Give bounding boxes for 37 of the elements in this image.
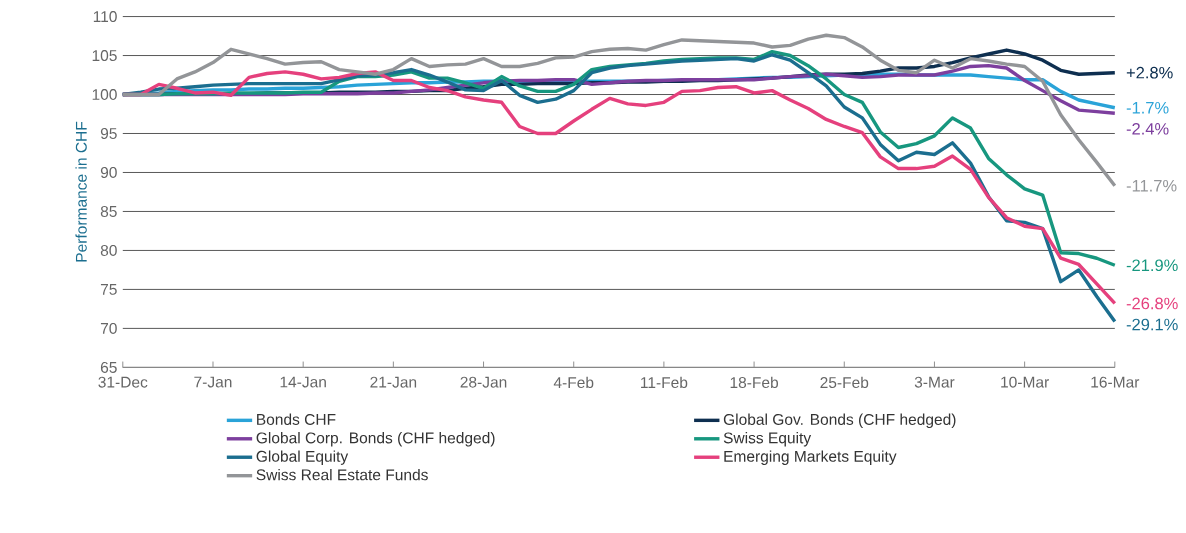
y-tick-label: 105 [92, 50, 117, 62]
y-tick-label: 85 [100, 205, 117, 217]
text: -21.9% [1126, 259, 1178, 272]
x-tick-label: 3-Mar [914, 376, 955, 388]
x-tick-label: 16-Mar [1091, 376, 1140, 388]
text: -29.1% [1126, 318, 1178, 331]
y-tick-label: 95 [100, 127, 117, 139]
y-tick-label: 75 [100, 283, 117, 295]
x-tick-label: 11-Feb [641, 376, 688, 389]
x-tick-label: 4-Feb [553, 376, 594, 389]
legend-label: Swiss Real Estate Funds [256, 468, 428, 481]
legend-label: Bonds CHF [257, 413, 336, 425]
y-tick-label: 110 [93, 11, 117, 23]
text: +2.8% [1126, 66, 1173, 79]
x-tick-label: 7-Jan [194, 376, 232, 388]
x-tick-label: 18-Feb [730, 376, 779, 389]
legend-label: Swiss Equity [723, 431, 812, 447]
y-tick-label: 70 [100, 322, 117, 334]
x-tick-label: 28-Jan [460, 376, 507, 388]
legend-label: Global Corp. Bonds (CHF hedged) [256, 431, 495, 447]
x-tick-label: 21-Jan [370, 376, 417, 388]
y-tick-label: 100 [92, 89, 117, 100]
text: -2.4% [1126, 122, 1169, 135]
text: -11.7% [1126, 179, 1177, 192]
text: -26.8% [1126, 297, 1178, 310]
y-axis-title: Performance in CHF [75, 121, 87, 262]
x-tick-label: 10-Mar [1001, 376, 1049, 388]
legend-label: Global Equity [256, 450, 349, 465]
y-tick-label: 65 [100, 361, 117, 373]
x-tick-label: 14-Jan [280, 376, 326, 388]
x-tick-label: 25-Feb [820, 376, 869, 389]
x-tick-label: 31-Dec [98, 376, 148, 388]
text: -1.7% [1126, 101, 1169, 114]
y-tick-label: 80 [100, 244, 117, 256]
y-tick-label: 90 [100, 166, 117, 178]
legend-label: Emerging Markets Equity [724, 450, 897, 465]
legend-label: Global Gov. Bonds (CHF hedged) [723, 413, 956, 429]
